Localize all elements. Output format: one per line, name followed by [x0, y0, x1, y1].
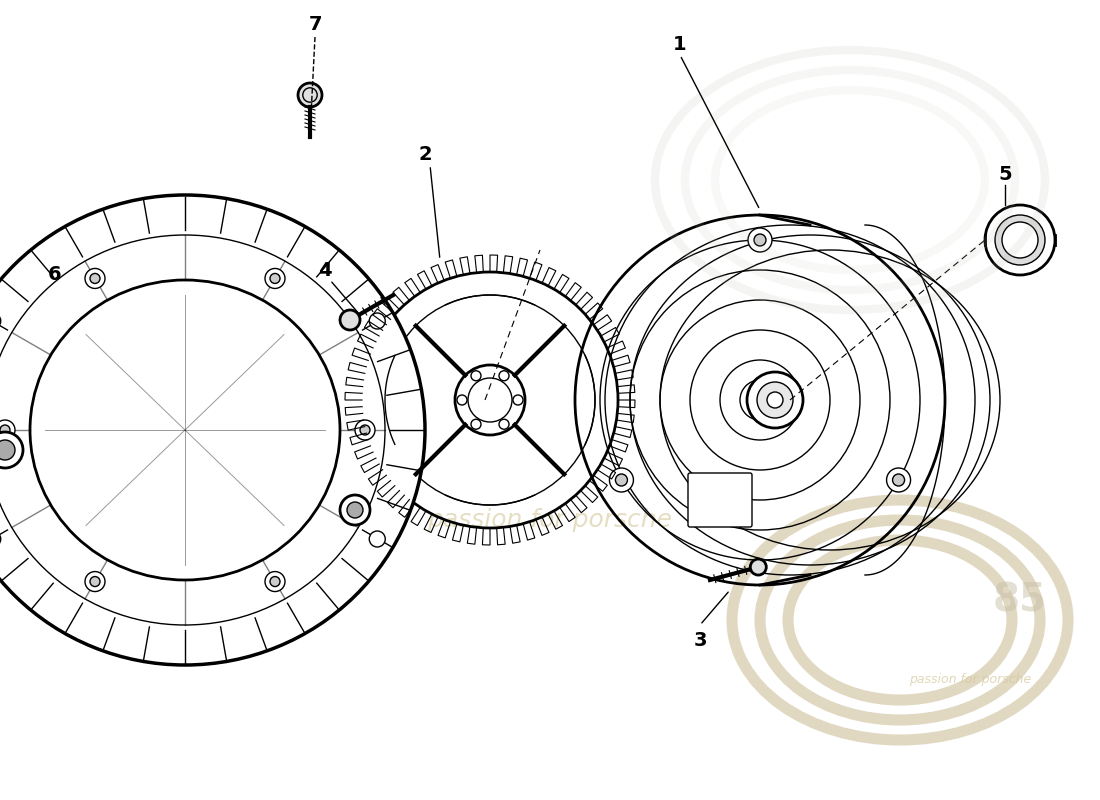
- Circle shape: [0, 440, 15, 460]
- Ellipse shape: [1002, 222, 1038, 258]
- Circle shape: [750, 559, 767, 575]
- Circle shape: [298, 83, 322, 107]
- Ellipse shape: [984, 205, 1055, 275]
- Circle shape: [609, 468, 634, 492]
- Text: 85: 85: [993, 581, 1047, 619]
- Circle shape: [265, 571, 285, 591]
- Ellipse shape: [996, 215, 1045, 265]
- Circle shape: [370, 531, 385, 547]
- Circle shape: [892, 474, 904, 486]
- Text: passion for porsche: passion for porsche: [428, 508, 672, 532]
- Circle shape: [85, 269, 104, 289]
- Circle shape: [346, 502, 363, 518]
- Circle shape: [0, 432, 23, 468]
- Circle shape: [615, 474, 627, 486]
- Circle shape: [754, 234, 766, 246]
- Circle shape: [0, 420, 15, 440]
- Circle shape: [270, 274, 280, 283]
- Ellipse shape: [30, 280, 340, 580]
- Ellipse shape: [0, 235, 385, 625]
- Circle shape: [747, 372, 803, 428]
- Circle shape: [370, 313, 385, 329]
- Circle shape: [471, 370, 481, 381]
- Circle shape: [887, 468, 911, 492]
- Circle shape: [360, 425, 370, 435]
- Circle shape: [729, 484, 741, 496]
- Circle shape: [757, 382, 793, 418]
- Text: 1: 1: [673, 35, 686, 54]
- FancyBboxPatch shape: [688, 473, 752, 527]
- Text: 7: 7: [308, 15, 321, 34]
- Circle shape: [729, 499, 741, 511]
- Circle shape: [340, 495, 370, 525]
- Circle shape: [85, 571, 104, 591]
- Circle shape: [355, 420, 375, 440]
- Circle shape: [767, 392, 783, 408]
- Circle shape: [265, 269, 285, 289]
- Text: 3: 3: [693, 630, 706, 650]
- Text: 6: 6: [48, 266, 62, 285]
- Text: passion for porsche: passion for porsche: [909, 674, 1031, 686]
- Circle shape: [499, 370, 509, 381]
- Ellipse shape: [0, 195, 425, 665]
- Text: 2: 2: [418, 146, 432, 165]
- Circle shape: [471, 419, 481, 430]
- Text: 4: 4: [318, 261, 332, 279]
- Text: 5: 5: [998, 166, 1012, 185]
- Circle shape: [513, 395, 522, 405]
- Circle shape: [340, 310, 360, 330]
- Circle shape: [456, 395, 468, 405]
- Circle shape: [0, 425, 10, 435]
- Circle shape: [748, 228, 772, 252]
- Circle shape: [90, 577, 100, 586]
- Circle shape: [270, 577, 280, 586]
- Circle shape: [90, 274, 100, 283]
- Circle shape: [499, 419, 509, 430]
- Circle shape: [704, 499, 716, 511]
